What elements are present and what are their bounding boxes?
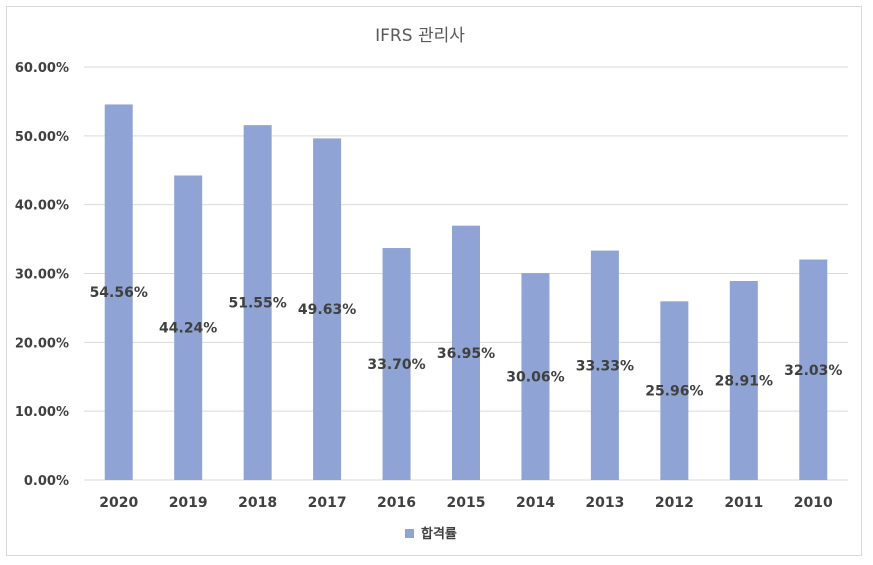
bar: [452, 225, 480, 480]
y-tick-label: 50.00%: [15, 130, 69, 145]
x-tick-label: 2016: [377, 495, 416, 511]
data-label: 30.06%: [506, 370, 564, 386]
bars: [104, 104, 828, 481]
data-label: 44.24%: [159, 321, 217, 337]
data-label: 49.63%: [298, 302, 356, 318]
x-tick-label: 2015: [447, 495, 486, 511]
x-tick-label: 2012: [655, 495, 694, 511]
data-labels: 54.56% 44.24% 51.55% 49.63% 33.70% 36.95% 30.0…: [90, 285, 843, 399]
x-tick-label: 2019: [169, 495, 208, 511]
data-label: 36.95%: [437, 346, 495, 362]
data-label: 33.33%: [576, 358, 634, 374]
legend-label: 합격률: [421, 526, 457, 542]
y-tick-label: 60.00%: [15, 61, 69, 76]
gridlines: [84, 66, 848, 481]
x-tick-label: 2017: [308, 495, 347, 511]
x-tick-label: 2011: [724, 495, 763, 511]
data-label: 54.56%: [90, 285, 148, 301]
bar: [729, 281, 758, 480]
y-tick-label: 20.00%: [15, 336, 69, 351]
x-axis: 2020 2019 2018 2017 2016 2015 2014 2013 2012 2011…: [99, 495, 833, 511]
chart-title: IFRS 관리사: [375, 26, 465, 46]
x-tick-label: 2014: [516, 495, 555, 511]
data-label: 32.03%: [784, 363, 842, 379]
y-axis: 0.00% 10.00% 20.00% 30.00% 40.00% 50.00% 60.00…: [15, 61, 69, 489]
legend-swatch: [405, 529, 414, 538]
x-tick-label: 2020: [99, 495, 138, 511]
data-label: 28.91%: [715, 374, 773, 390]
bar: [243, 125, 272, 480]
y-tick-label: 10.00%: [15, 405, 69, 420]
bar: [382, 248, 411, 480]
data-label: 51.55%: [228, 296, 286, 312]
data-label: 25.96%: [645, 384, 703, 400]
bar: [590, 250, 619, 480]
chart-frame: [6, 6, 862, 556]
bar: [313, 138, 342, 480]
y-tick-label: 40.00%: [15, 199, 69, 214]
bar: [521, 273, 550, 480]
bar: [660, 301, 689, 480]
bar: [104, 104, 133, 480]
y-tick-label: 0.00%: [24, 474, 69, 489]
bar: [174, 175, 203, 481]
y-tick-label: 30.00%: [15, 268, 69, 283]
data-label: 33.70%: [367, 357, 425, 373]
legend: 합격률: [405, 526, 457, 542]
x-tick-label: 2010: [794, 495, 833, 511]
x-tick-label: 2018: [238, 495, 277, 511]
bar: [799, 259, 828, 480]
x-tick-label: 2013: [585, 495, 624, 511]
